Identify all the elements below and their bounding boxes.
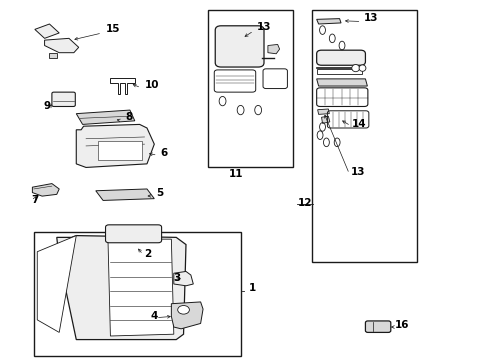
FancyBboxPatch shape <box>215 26 264 67</box>
Polygon shape <box>44 39 79 53</box>
Text: 8: 8 <box>125 112 132 122</box>
Text: 16: 16 <box>394 320 408 330</box>
Polygon shape <box>35 24 59 39</box>
Bar <box>98 140 142 160</box>
Text: 9: 9 <box>43 102 51 111</box>
Ellipse shape <box>351 64 359 72</box>
Text: 11: 11 <box>228 170 243 180</box>
Text: 4: 4 <box>151 311 158 321</box>
Text: 12: 12 <box>297 198 311 208</box>
Text: 15: 15 <box>105 24 120 34</box>
Bar <box>316 69 361 74</box>
FancyBboxPatch shape <box>316 50 365 65</box>
Polygon shape <box>321 116 329 123</box>
Polygon shape <box>316 79 366 86</box>
FancyBboxPatch shape <box>365 321 390 332</box>
Text: 7: 7 <box>31 195 39 204</box>
Text: 1: 1 <box>248 283 255 293</box>
Text: 13: 13 <box>256 22 271 32</box>
Text: 14: 14 <box>351 119 366 129</box>
Ellipse shape <box>177 306 189 314</box>
Text: 2: 2 <box>144 249 151 259</box>
Polygon shape <box>96 189 154 201</box>
Polygon shape <box>108 239 173 336</box>
Polygon shape <box>32 184 59 196</box>
Bar <box>311 10 416 262</box>
FancyBboxPatch shape <box>105 225 161 243</box>
Text: 6: 6 <box>160 148 167 158</box>
Bar <box>207 10 293 167</box>
Text: 13: 13 <box>350 167 365 177</box>
Polygon shape <box>316 19 340 24</box>
Text: 3: 3 <box>173 273 181 283</box>
Polygon shape <box>317 109 329 114</box>
Polygon shape <box>57 235 185 339</box>
Polygon shape <box>76 110 135 125</box>
Polygon shape <box>76 125 154 167</box>
Text: 13: 13 <box>363 13 378 23</box>
Bar <box>34 232 241 356</box>
Text: 5: 5 <box>156 188 163 198</box>
FancyBboxPatch shape <box>52 92 75 107</box>
Polygon shape <box>37 235 76 332</box>
Polygon shape <box>171 302 203 329</box>
Text: 10: 10 <box>144 80 159 90</box>
Polygon shape <box>267 44 279 54</box>
Polygon shape <box>49 53 57 58</box>
Polygon shape <box>173 271 193 286</box>
Ellipse shape <box>358 65 365 71</box>
